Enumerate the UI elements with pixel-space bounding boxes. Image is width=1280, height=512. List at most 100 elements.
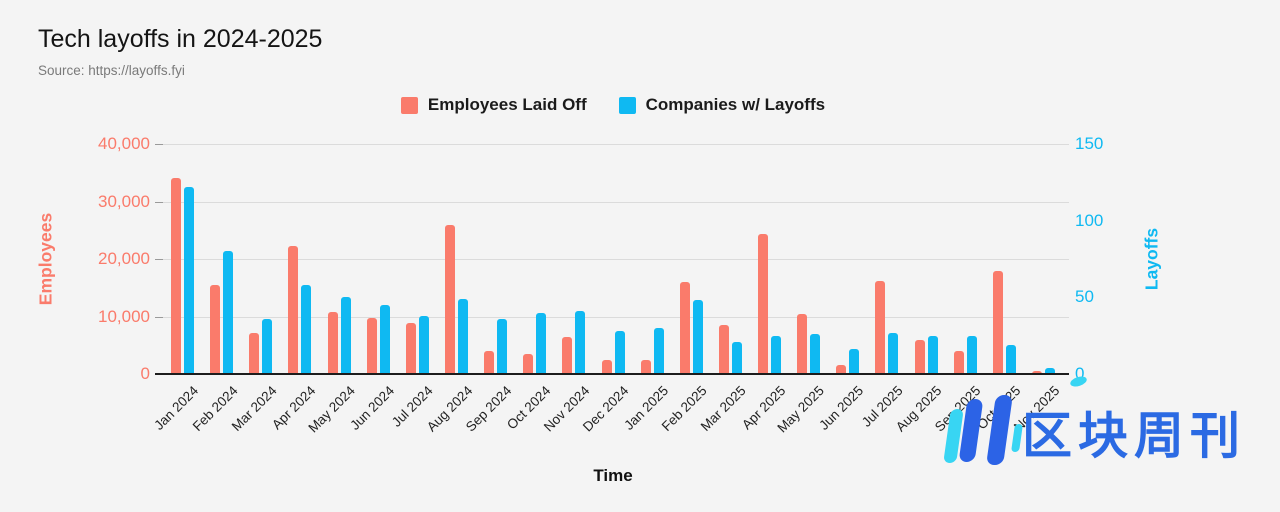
- gridline: [163, 201, 1069, 203]
- employees-bar[interactable]: [875, 280, 886, 374]
- left-tick-mark: [155, 144, 163, 145]
- companies-bar[interactable]: [810, 334, 821, 374]
- employees-bar[interactable]: [562, 336, 573, 374]
- legend-label-employees: Employees Laid Off: [427, 95, 587, 114]
- companies-bar[interactable]: [731, 341, 742, 374]
- employees-bar[interactable]: [953, 351, 964, 374]
- left-tick-mark: [155, 259, 163, 260]
- employees-bar[interactable]: [601, 360, 612, 374]
- legend: Employees Laid Off Companies w/ Layoffs: [163, 95, 1063, 115]
- legend-item-companies[interactable]: Companies w/ Layoffs: [618, 95, 826, 115]
- employees-bar[interactable]: [718, 324, 729, 374]
- bar-group-oct-2024: [523, 312, 547, 374]
- companies-bar[interactable]: [223, 251, 234, 374]
- companies-bar[interactable]: [340, 297, 351, 374]
- bar-group-feb-2024: [210, 251, 234, 374]
- right-axis-title: Layoffs: [1141, 227, 1162, 291]
- watermark-text: 区块周刊: [1022, 408, 1246, 464]
- bar-group-sep-2025: [953, 335, 977, 374]
- companies-bar[interactable]: [849, 349, 860, 374]
- employees-bar[interactable]: [1031, 371, 1042, 374]
- bar-group-aug-2025: [914, 335, 938, 374]
- right-axis-tick-value: 150: [1075, 134, 1104, 153]
- gridline: [163, 144, 1069, 145]
- companies-bar[interactable]: [771, 335, 782, 374]
- bar-group-nov-2025: [1031, 367, 1055, 374]
- companies-bar[interactable]: [575, 311, 586, 374]
- employees-bar[interactable]: [836, 364, 847, 374]
- companies-legend-swatch-icon: [618, 96, 636, 114]
- right-axis-tick-value: 100: [1075, 210, 1104, 230]
- employees-bar[interactable]: [679, 282, 690, 374]
- bar-group-jul-2024: [405, 315, 429, 374]
- bar-group-apr-2025: [758, 234, 782, 374]
- bar-group-jul-2025: [875, 280, 899, 374]
- legend-item-employees[interactable]: Employees Laid Off: [400, 95, 587, 115]
- bar-group-jun-2025: [836, 349, 860, 374]
- companies-bar[interactable]: [418, 315, 429, 374]
- bar-group-apr-2024: [288, 245, 312, 374]
- companies-bar[interactable]: [379, 305, 390, 374]
- employees-bar[interactable]: [210, 285, 221, 374]
- companies-bar[interactable]: [653, 328, 664, 374]
- x-axis-tick-labels: Jan 2024 Feb 2024 Mar 2024 Apr 2024 May 2024…: [151, 383, 1063, 453]
- left-tick-mark: [155, 201, 163, 203]
- chart-source: Source: https://layoffs.fyi: [38, 63, 185, 78]
- right-axis-tick-value: 50: [1075, 287, 1094, 307]
- x-axis-line: [155, 373, 1069, 375]
- left-axis-tick-value: 30,000: [98, 191, 150, 211]
- left-axis-tick-value: 0: [140, 364, 150, 383]
- bar-group-nov-2024: [562, 311, 586, 374]
- chart-title: Tech layoffs in 2024-2025: [38, 25, 323, 53]
- employees-bar[interactable]: [797, 314, 808, 374]
- employees-bar[interactable]: [992, 270, 1003, 374]
- companies-bar[interactable]: [888, 332, 899, 374]
- employees-bar[interactable]: [484, 351, 495, 374]
- employees-bar[interactable]: [366, 317, 377, 374]
- bar-group-jan-2025: [640, 328, 664, 374]
- companies-bar[interactable]: [1005, 344, 1016, 374]
- plot-area[interactable]: [155, 144, 1069, 375]
- left-axis-tick-value: 20,000: [98, 249, 150, 268]
- bar-group-may-2025: [797, 314, 821, 374]
- employees-legend-swatch-icon: [400, 96, 418, 114]
- employees-bar[interactable]: [640, 360, 651, 374]
- employees-bar[interactable]: [758, 234, 769, 374]
- bar-group-dec-2024: [601, 331, 625, 374]
- companies-bar[interactable]: [262, 318, 273, 374]
- employees-bar[interactable]: [171, 177, 182, 374]
- companies-bar[interactable]: [966, 335, 977, 374]
- employees-bar[interactable]: [523, 354, 534, 374]
- bar-group-jan-2024: [171, 177, 195, 374]
- employees-bar[interactable]: [405, 323, 416, 374]
- right-axis-tick-value: 0: [1075, 364, 1085, 383]
- bar-group-sep-2024: [484, 318, 508, 374]
- left-tick-mark: [155, 316, 163, 318]
- employees-bar[interactable]: [249, 332, 260, 374]
- bar-group-jun-2024: [366, 305, 390, 374]
- bar-group-oct-2025: [992, 270, 1016, 374]
- watermark-swoosh-icon: [1069, 374, 1088, 389]
- companies-bar[interactable]: [536, 312, 547, 374]
- companies-bar[interactable]: [497, 318, 508, 374]
- companies-bar[interactable]: [184, 186, 195, 374]
- employees-bar[interactable]: [444, 225, 455, 374]
- legend-label-companies: Companies w/ Layoffs: [645, 95, 826, 114]
- companies-bar[interactable]: [301, 285, 312, 374]
- bar-group-may-2024: [327, 297, 351, 374]
- bar-group-aug-2024: [444, 225, 468, 374]
- left-axis-title: Employees: [35, 212, 56, 306]
- companies-bar[interactable]: [614, 331, 625, 374]
- companies-bar[interactable]: [692, 300, 703, 374]
- companies-bar[interactable]: [927, 335, 938, 374]
- employees-bar[interactable]: [914, 339, 925, 374]
- companies-bar[interactable]: [457, 298, 468, 374]
- left-axis-tick-value: 40,000: [98, 134, 150, 153]
- bar-group-feb-2025: [679, 282, 703, 374]
- employees-bar[interactable]: [327, 311, 338, 374]
- employees-bar[interactable]: [288, 245, 299, 374]
- gridline: [163, 316, 1069, 318]
- left-axis-tick-value: 10,000: [98, 306, 150, 326]
- bar-group-mar-2024: [249, 318, 273, 374]
- companies-bar[interactable]: [1044, 367, 1055, 374]
